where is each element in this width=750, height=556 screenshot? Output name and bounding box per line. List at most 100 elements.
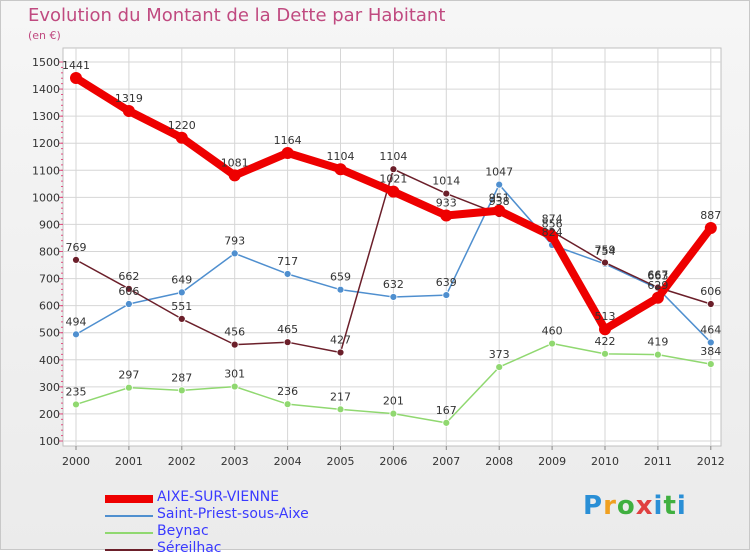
data-label: 759	[595, 244, 616, 257]
data-point	[336, 348, 345, 357]
data-point	[389, 165, 398, 174]
y-tick-label: 600	[39, 300, 60, 313]
proxiti-logo: Proxiti	[583, 491, 687, 521]
data-label: 663	[647, 270, 668, 283]
data-point	[72, 330, 80, 339]
data-label: 793	[224, 234, 245, 247]
data-label: 464	[700, 323, 721, 336]
data-label: 629	[647, 279, 668, 292]
data-point	[442, 189, 451, 198]
data-point	[654, 350, 662, 359]
x-tick-label: 2011	[644, 455, 672, 468]
data-point	[601, 258, 609, 267]
data-label: 1441	[62, 59, 90, 72]
y-tick-label: 1100	[32, 164, 60, 177]
data-labels: 1441 1319 1220 1081 1164 1104 1021 933 951 856 513…	[62, 59, 721, 417]
legend-label: Saint-Priest-sous-Aixe	[157, 506, 309, 522]
y-tick-label: 1400	[32, 83, 60, 96]
y-tick-label: 1000	[32, 191, 60, 204]
data-point	[336, 405, 345, 414]
data-point	[283, 400, 292, 409]
data-label: 606	[118, 285, 139, 298]
x-tick-label: 2012	[697, 455, 725, 468]
data-label: 1047	[485, 166, 513, 179]
data-label: 422	[595, 335, 616, 348]
legend-swatch	[105, 515, 153, 517]
data-label: 551	[171, 300, 192, 313]
y-tick-label: 900	[39, 218, 60, 231]
data-point	[230, 382, 239, 391]
y-tick-label: 1200	[32, 137, 60, 150]
data-label: 301	[224, 368, 245, 381]
data-label: 384	[700, 345, 721, 358]
data-point	[706, 300, 715, 308]
data-point	[72, 255, 80, 264]
data-label: 639	[436, 276, 457, 289]
y-tick-label: 100	[39, 435, 60, 448]
data-label: 1081	[221, 156, 249, 169]
data-label: 167	[436, 404, 457, 417]
y-tick-label: 300	[39, 381, 60, 394]
data-point	[70, 71, 82, 84]
data-label: 373	[489, 348, 510, 361]
data-label: 933	[436, 196, 457, 209]
x-tick-label: 2004	[274, 455, 302, 468]
data-point	[283, 270, 292, 278]
data-label: 287	[171, 371, 192, 384]
data-point	[230, 340, 239, 349]
data-point	[495, 180, 504, 189]
data-label: 236	[277, 385, 298, 398]
data-point	[389, 409, 398, 418]
x-tick-label: 2003	[221, 455, 249, 468]
data-point	[706, 338, 715, 347]
x-tick-label: 2009	[538, 455, 566, 468]
data-label: 1319	[115, 92, 143, 105]
axes: 1002003004005006007008009001000110012001…	[32, 56, 725, 468]
data-label: 662	[118, 270, 139, 283]
data-point	[283, 338, 292, 347]
data-label: 1104	[379, 150, 407, 163]
chart-subtitle: (en €)	[28, 29, 61, 42]
data-label: 217	[330, 390, 351, 403]
data-label: 1104	[327, 150, 355, 163]
data-label: 1164	[274, 134, 302, 147]
data-label: 1021	[379, 173, 407, 186]
legend-swatch	[105, 495, 153, 503]
legend-swatch	[105, 549, 153, 551]
data-point	[177, 288, 186, 297]
data-label: 460	[542, 325, 563, 338]
y-tick-label: 1500	[32, 56, 60, 69]
data-point	[175, 131, 188, 144]
data-point	[122, 104, 135, 117]
data-point	[389, 293, 398, 301]
data-point	[440, 209, 453, 222]
data-point	[177, 315, 186, 323]
data-point	[230, 249, 239, 258]
x-tick-label: 2000	[62, 455, 90, 468]
data-point	[548, 339, 556, 348]
data-label: 235	[66, 385, 87, 398]
plot-area	[62, 47, 722, 447]
data-point	[125, 300, 133, 308]
data-point	[334, 163, 347, 176]
y-tick-label: 800	[39, 246, 60, 259]
data-label: 887	[700, 209, 721, 222]
data-label: 951	[489, 192, 510, 205]
x-tick-label: 2006	[379, 455, 407, 468]
data-point	[72, 400, 80, 409]
data-label: 632	[383, 278, 404, 291]
grid	[62, 47, 722, 447]
data-point	[177, 386, 186, 395]
data-label: 754	[595, 245, 616, 258]
data-label: 465	[277, 323, 298, 336]
data-point	[601, 349, 609, 358]
legend-label: AIXE-SUR-VIENNE	[157, 489, 280, 505]
data-label: 201	[383, 395, 404, 408]
data-label: 856	[542, 217, 563, 230]
data-label: 494	[66, 315, 87, 328]
x-tick-label: 2008	[485, 455, 513, 468]
data-point	[704, 221, 717, 234]
x-tick-label: 2005	[327, 455, 355, 468]
